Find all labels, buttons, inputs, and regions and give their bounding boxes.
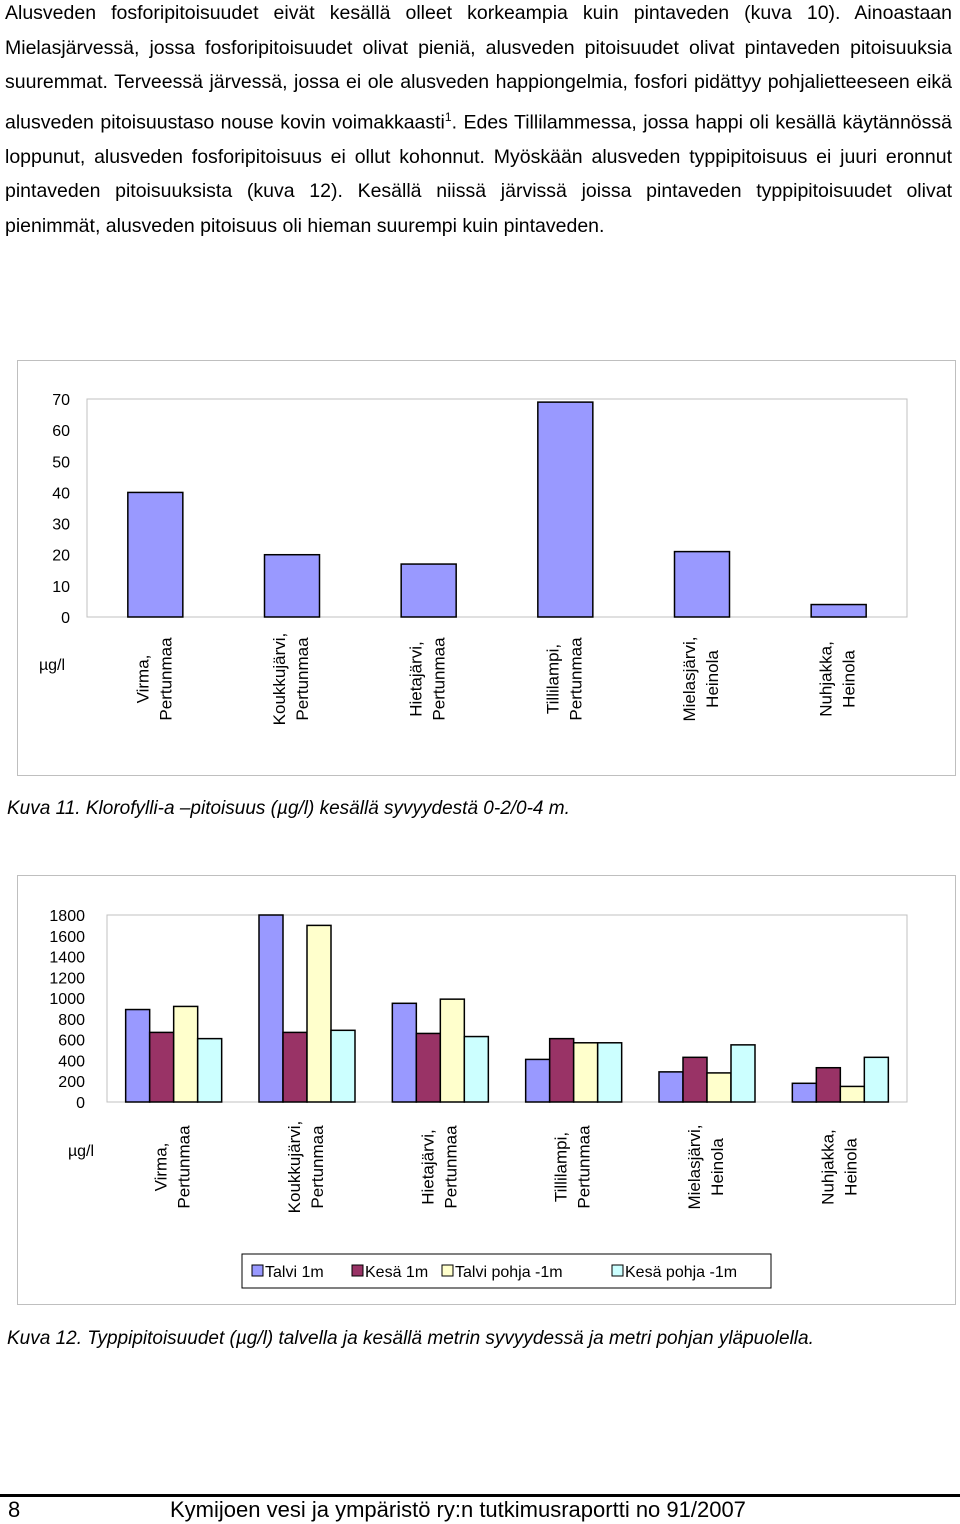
bar	[792, 1083, 816, 1102]
caption-kuva-12: Kuva 12. Typpipitoisuudet (µg/l) talvell…	[7, 1328, 814, 1350]
y-tick-label: 1000	[49, 991, 85, 1008]
page-number: 8	[8, 1497, 20, 1523]
footer-title: Kymijoen vesi ja ympäristö ry:n tutkimus…	[170, 1497, 746, 1523]
category-label: Heinola	[840, 650, 859, 708]
category-label: Heinola	[703, 650, 722, 708]
y-tick-label: 10	[52, 579, 70, 596]
bar	[150, 1032, 174, 1102]
y-tick-label: 800	[58, 1012, 85, 1029]
bar	[731, 1045, 755, 1102]
category-label: Tillilampi,	[552, 1132, 571, 1202]
bar	[707, 1073, 731, 1102]
legend-label: Talvi pohja -1m	[455, 1264, 563, 1281]
y-tick-label: 0	[61, 610, 70, 627]
bar	[283, 1032, 307, 1102]
legend-swatch	[612, 1265, 623, 1276]
category-label: Nuhjakka,	[818, 1129, 837, 1205]
legend-label: Kesä pohja -1m	[625, 1264, 737, 1281]
y-tick-label: 600	[58, 1033, 85, 1050]
category-label: Hietajärvi,	[407, 641, 426, 717]
category-label: Pertunmaa	[575, 1125, 594, 1209]
bar	[126, 1010, 150, 1102]
category-label: Nuhjakka,	[817, 641, 836, 717]
y-tick-label: 30	[52, 517, 70, 534]
bar	[659, 1072, 683, 1102]
chart-kuva-12: 0 200 400 600 800 1000 1200 1400 1600 1800 µg/l Vir…	[17, 875, 956, 1305]
y-tick-label: 0	[76, 1095, 85, 1112]
legend-label: Talvi 1m	[265, 1264, 324, 1281]
y-tick-label: 50	[52, 454, 70, 471]
bar	[526, 1059, 550, 1102]
category-label: Hietajärvi,	[418, 1129, 437, 1205]
bar	[675, 552, 730, 617]
plot-area	[87, 399, 907, 617]
y-tick-label: 200	[58, 1074, 85, 1091]
category-label: Mielasjärvi,	[680, 636, 699, 721]
category-label: Koukkujärvi,	[285, 1121, 304, 1214]
bar	[864, 1057, 888, 1102]
y-tick-label: 1200	[49, 970, 85, 987]
y-tick-label: 40	[52, 485, 70, 502]
bar	[574, 1043, 598, 1102]
y-tick-label: 60	[52, 423, 70, 440]
category-label: Heinola	[708, 1138, 727, 1196]
category-label: Pertunmaa	[566, 637, 585, 721]
legend-swatch	[442, 1265, 453, 1276]
bar	[598, 1043, 622, 1102]
category-label: Virma,	[152, 1143, 171, 1192]
bar	[198, 1039, 222, 1102]
bar	[464, 1037, 488, 1102]
y-tick-label: 20	[52, 548, 70, 565]
bar	[550, 1039, 574, 1102]
legend-label: Kesä 1m	[365, 1264, 428, 1281]
y-tick-label: 400	[58, 1053, 85, 1070]
bar	[392, 1003, 416, 1102]
category-label: Koukkujärvi,	[270, 633, 289, 726]
bar	[440, 999, 464, 1102]
chart-kuva-11: 0 10 20 30 40 50 60 70 µg/l Virma, Pertunmaa Koukku…	[17, 360, 956, 776]
category-label: Pertunmaa	[156, 637, 175, 721]
bar	[416, 1033, 440, 1102]
bar	[840, 1086, 864, 1102]
bar	[259, 915, 283, 1102]
caption-kuva-11: Kuva 11. Klorofylli-a –pitoisuus (µg/l) …	[7, 798, 570, 820]
body-paragraph: Alusveden fosforipitoisuudet eivät kesäl…	[5, 0, 952, 244]
bar	[128, 492, 183, 617]
legend-swatch	[252, 1265, 263, 1276]
y-tick-label: 1600	[49, 929, 85, 946]
category-label: Pertunmaa	[430, 637, 449, 721]
footnote-ref: 1	[445, 110, 452, 124]
category-label: Mielasjärvi,	[685, 1124, 704, 1209]
category-label: Pertunmaa	[308, 1125, 327, 1209]
bar	[331, 1030, 355, 1102]
category-label: Pertunmaa	[441, 1125, 460, 1209]
legend-swatch	[352, 1265, 363, 1276]
category-label: Pertunmaa	[175, 1125, 194, 1209]
y-unit-label: µg/l	[68, 1143, 94, 1160]
category-label: Virma,	[133, 655, 152, 704]
category-label: Heinola	[841, 1138, 860, 1196]
category-label: Pertunmaa	[293, 637, 312, 721]
bar	[265, 555, 320, 617]
y-tick-label: 1400	[49, 950, 85, 967]
bar	[538, 402, 593, 617]
bar	[816, 1068, 840, 1102]
bar	[307, 925, 331, 1102]
bar	[174, 1006, 198, 1102]
category-label: Tillilampi,	[543, 644, 562, 714]
bar	[811, 605, 866, 617]
bar	[401, 564, 456, 617]
chart-kuva-12-svg: 0 200 400 600 800 1000 1200 1400 1600 1800 µg/l Vir…	[18, 876, 955, 1304]
bar	[683, 1057, 707, 1102]
y-tick-label: 1800	[49, 908, 85, 925]
y-tick-label: 70	[52, 392, 70, 409]
plot-area	[107, 915, 907, 1102]
y-unit-label: µg/l	[39, 657, 65, 674]
